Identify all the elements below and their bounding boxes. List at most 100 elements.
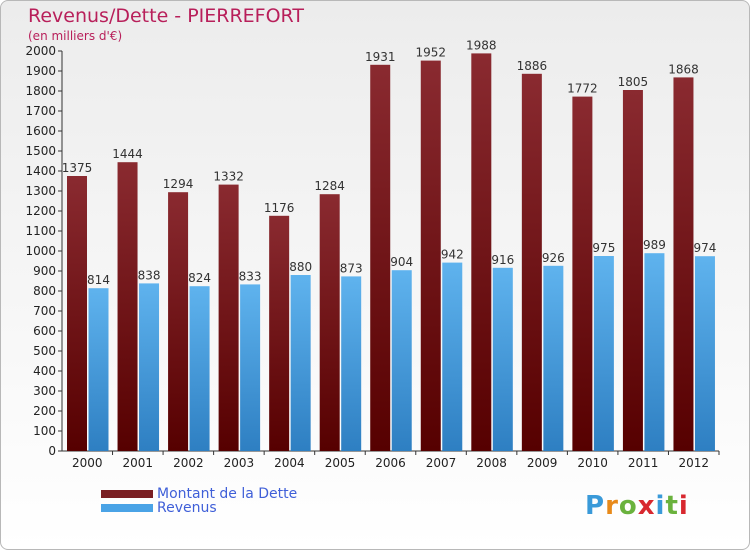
data-label-dette: 1444	[112, 147, 143, 161]
bar-dette	[117, 162, 138, 451]
y-tick-label: 1800	[25, 84, 56, 98]
x-tick-label: 2001	[123, 456, 154, 470]
x-tick-label: 2012	[678, 456, 709, 470]
bar-revenus	[290, 275, 311, 451]
y-tick-label: 800	[33, 284, 56, 298]
bar-revenus	[492, 267, 513, 451]
bar-dette	[471, 53, 492, 452]
data-label-revenus: 904	[390, 255, 413, 269]
chart-title: Revenus/Dette - PIERREFORT	[28, 5, 304, 27]
data-label-revenus: 814	[87, 273, 110, 287]
bar-revenus	[644, 253, 665, 451]
bar-dette	[218, 184, 239, 451]
x-tick-label: 2009	[527, 456, 558, 470]
data-label-dette: 1284	[314, 179, 345, 193]
legend-swatch-revenus	[101, 504, 153, 512]
bar-revenus	[88, 288, 109, 451]
x-tick-label: 2007	[426, 456, 457, 470]
bar-revenus	[442, 262, 463, 451]
y-tick-label: 1000	[25, 244, 56, 258]
data-label-dette: 1868	[668, 62, 699, 76]
legend-item-dette: Montant de la Dette	[101, 486, 298, 502]
data-label-dette: 1176	[264, 201, 295, 215]
data-label-revenus: 838	[138, 268, 161, 282]
y-tick-label: 100	[33, 424, 56, 438]
bar-dette	[168, 192, 189, 451]
x-tick-label: 2011	[628, 456, 659, 470]
logo-letter: r	[605, 491, 619, 521]
data-label-dette: 1952	[415, 46, 446, 60]
bar-dette	[269, 215, 290, 451]
data-label-dette: 1294	[163, 177, 194, 191]
y-tick-label: 1200	[25, 204, 56, 218]
y-tick-label: 2000	[25, 44, 56, 58]
y-tick-label: 1100	[25, 224, 56, 238]
legend: Montant de la Dette Revenus	[101, 486, 298, 516]
x-tick-label: 2006	[375, 456, 406, 470]
bar-revenus	[240, 284, 261, 451]
data-label-revenus: 974	[694, 241, 717, 255]
y-tick-label: 300	[33, 384, 56, 398]
y-tick-label: 1900	[25, 64, 56, 78]
legend-label-dette: Montant de la Dette	[157, 486, 298, 502]
bar-revenus	[543, 265, 564, 451]
bar-dette	[370, 64, 391, 452]
y-tick-label: 1400	[25, 164, 56, 178]
bar-dette	[67, 176, 87, 451]
logo-letter: x	[637, 491, 656, 521]
bar-revenus	[694, 256, 715, 451]
y-tick-label: 600	[33, 324, 56, 338]
data-labels: 1375 814 1444 838 1294 824 1332 833 1176 880 1284 8…	[62, 38, 717, 287]
logo-letter: o	[618, 491, 638, 521]
bar-revenus	[139, 283, 160, 451]
x-tick-label: 2000	[72, 456, 103, 470]
logo-letter: i	[655, 491, 666, 521]
data-label-dette: 1988	[466, 38, 497, 52]
data-label-revenus: 916	[491, 253, 514, 267]
bar-revenus	[341, 276, 362, 451]
bar-revenus	[593, 256, 614, 451]
x-tick-label: 2002	[173, 456, 204, 470]
data-label-revenus: 989	[643, 238, 666, 252]
x-tick-label: 2004	[274, 456, 305, 470]
y-tick-label: 500	[33, 344, 56, 358]
y-tick-label: 1600	[25, 124, 56, 138]
proxiti-logo: Proxiti	[585, 491, 689, 521]
data-label-dette: 1886	[517, 59, 548, 73]
y-tick-label: 0	[48, 444, 56, 458]
legend-swatch-dette	[101, 490, 153, 498]
y-tick-label: 900	[33, 264, 56, 278]
x-tick-label: 2003	[224, 456, 255, 470]
data-label-revenus: 833	[239, 269, 262, 283]
data-label-revenus: 942	[441, 248, 464, 262]
x-tick-label: 2008	[476, 456, 507, 470]
data-label-dette: 1805	[618, 75, 649, 89]
x-tick-label: 2005	[325, 456, 356, 470]
chart-subtitle: (en milliers d'€)	[28, 29, 123, 43]
logo-letter: t	[665, 491, 679, 521]
data-label-dette: 1772	[567, 82, 598, 96]
y-tick-label: 1500	[25, 144, 56, 158]
y-tick-label: 700	[33, 304, 56, 318]
bar-dette	[673, 77, 694, 452]
bar-dette	[319, 194, 340, 451]
bar-revenus	[189, 286, 210, 451]
y-tick-label: 200	[33, 404, 56, 418]
y-tick-label: 1300	[25, 184, 56, 198]
x-tick-label: 2010	[577, 456, 608, 470]
bars	[67, 53, 715, 452]
bar-dette	[521, 73, 542, 452]
legend-label-revenus: Revenus	[157, 500, 217, 516]
y-tick-label: 400	[33, 364, 56, 378]
data-label-dette: 1931	[365, 50, 396, 64]
logo-letter: P	[585, 491, 606, 521]
data-label-dette: 1332	[213, 170, 244, 184]
data-label-revenus: 873	[340, 261, 363, 275]
legend-item-revenus: Revenus	[101, 500, 297, 516]
bar-revenus	[391, 270, 412, 451]
y-tick-label: 1700	[25, 104, 56, 118]
bar-dette	[622, 90, 643, 451]
bar-dette	[420, 60, 441, 451]
